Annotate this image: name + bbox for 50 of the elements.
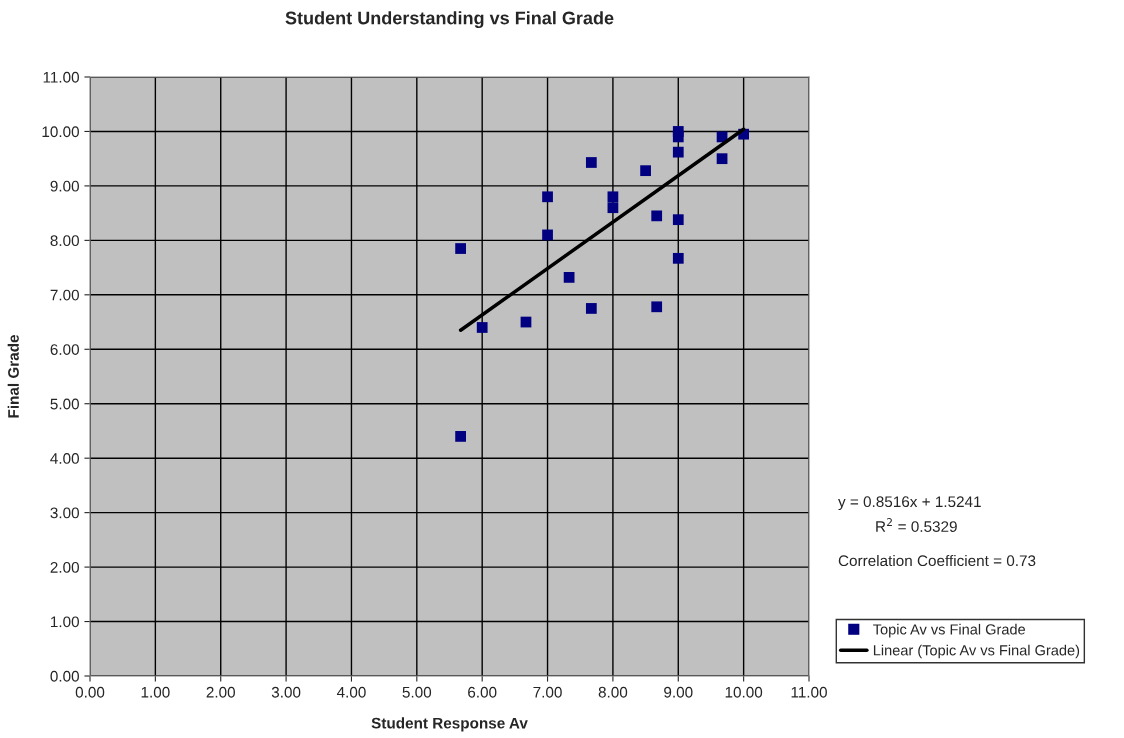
x-tick-label: 1.00 xyxy=(141,686,170,698)
point xyxy=(640,165,651,177)
y-tick-label: 2.00 xyxy=(50,561,79,573)
point xyxy=(651,301,663,313)
text: Correlation Coefficient = 0.73 xyxy=(838,554,1036,567)
x-tick-label: 3.00 xyxy=(271,686,301,698)
x-tick-label: 5.00 xyxy=(402,686,432,698)
point xyxy=(651,210,663,222)
y-tick-label: 0.00 xyxy=(50,670,79,682)
point xyxy=(455,243,466,254)
point xyxy=(672,252,684,264)
y-tick-label: 10.00 xyxy=(42,126,79,138)
y-axis-title: Final Grade xyxy=(7,334,19,418)
text: y = 0.8516x + 1.5241 xyxy=(838,496,981,511)
x-tick-label: 11.00 xyxy=(791,686,827,698)
x-tick-label: 8.00 xyxy=(598,686,628,698)
y-tick-label: 3.00 xyxy=(50,507,79,519)
point xyxy=(672,131,684,143)
point xyxy=(672,214,684,226)
point xyxy=(542,191,553,203)
x-tick-label: 0.00 xyxy=(75,686,105,698)
y-tick-label: 1.00 xyxy=(51,616,79,628)
point xyxy=(455,431,466,442)
point xyxy=(585,303,597,314)
y-tick-label: 9.00 xyxy=(50,180,79,192)
y-tick-label: 6.00 xyxy=(50,344,79,355)
y-tick-label: 8.00 xyxy=(50,235,79,247)
x-tick-label: 4.00 xyxy=(336,686,366,698)
x-tick-label: 10.00 xyxy=(725,686,763,698)
x-tick-label: 6.00 xyxy=(468,686,497,698)
text: R$^{2}$ = 0.5329 xyxy=(876,518,957,532)
y-tick-label: 4.00 xyxy=(50,453,79,464)
y-tick-label: 5.00 xyxy=(50,398,79,410)
point xyxy=(542,229,553,241)
x-tick-label: 2.00 xyxy=(206,686,235,698)
chart-title: Student Understanding vs Final Grade xyxy=(285,11,614,29)
point xyxy=(476,322,488,333)
point xyxy=(585,157,597,168)
x-tick-label: 7.00 xyxy=(533,686,562,698)
y-tick-label: 7.00 xyxy=(50,289,79,301)
point xyxy=(607,202,619,214)
x-axis-title: Student Response Av xyxy=(371,717,528,732)
point xyxy=(672,146,684,158)
point xyxy=(716,153,728,165)
y-tick-label: 11.00 xyxy=(43,71,79,83)
x-tick-label: 9.00 xyxy=(664,686,693,698)
point xyxy=(607,191,619,203)
legend-label: Linear (Topic Av vs Final Grade) xyxy=(873,644,1080,659)
point xyxy=(563,272,575,283)
legend-label: Topic Av vs Final Grade xyxy=(873,623,1026,638)
